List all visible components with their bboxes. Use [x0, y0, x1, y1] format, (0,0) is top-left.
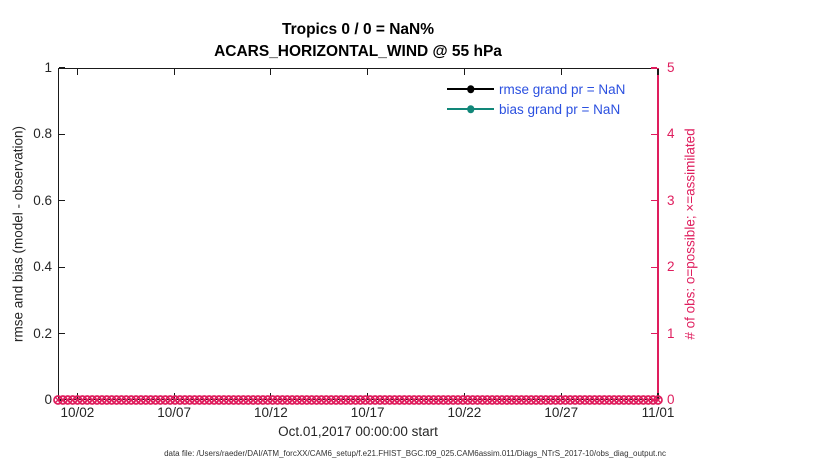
bias-line-marker-icon [447, 102, 494, 116]
left-y-tick-label: 1 [44, 60, 52, 75]
chart-subtitle: ACARS_HORIZONTAL_WIND @ 55 hPa [214, 43, 502, 60]
x-tick-label: 10/12 [253, 405, 288, 420]
x-tickmark-bottom [76, 393, 78, 399]
x-tick-label: 10/22 [447, 405, 482, 420]
right-y-tickmark [651, 399, 657, 401]
right-y-tickmark [651, 200, 657, 202]
right-y-tick-label: 4 [667, 126, 675, 142]
rmse-line-marker-icon [447, 82, 494, 96]
legend-label-bias: bias grand pr = NaN [499, 101, 621, 117]
right-y-tickmark [651, 67, 657, 69]
x-tickmark-bottom [463, 393, 466, 399]
data-file-path: data file: /Users/raeder/DAI/ATM_forcXX/… [164, 449, 666, 458]
right-y-tick-label: 2 [667, 259, 675, 275]
x-axis-label: Oct.01,2017 00:00:00 start [278, 424, 438, 439]
plot-area [58, 68, 658, 400]
left-y-tickmark [59, 67, 65, 69]
x-tickmark-top [560, 69, 562, 75]
x-tick-label: 10/02 [60, 405, 95, 420]
x-tickmark-top [657, 69, 659, 75]
x-tick-label: 10/07 [157, 405, 192, 420]
right-y-tick-label: 0 [667, 392, 675, 407]
left-y-tickmark [59, 399, 65, 401]
x-tickmark-top [463, 69, 466, 75]
left-y-tickmark [59, 133, 65, 135]
left-y-tickmark [59, 266, 65, 268]
right-axis-line [657, 68, 659, 401]
left-y-tickmark [59, 200, 65, 202]
right-y-tickmark [651, 333, 657, 335]
legend-label-rmse: rmse grand pr = NaN [499, 81, 626, 97]
x-tickmark-bottom [367, 393, 369, 399]
right-y-tick-label: 1 [667, 325, 675, 341]
left-y-tick-label: 0.6 [33, 192, 52, 208]
right-y-axis-label: # of obs: o=possible; ×=assimilated [682, 128, 698, 340]
x-tickmark-bottom [657, 393, 659, 399]
x-tickmark-bottom [560, 393, 562, 399]
x-tickmark-bottom [173, 393, 175, 399]
legend-item-bias: bias grand pr = NaN [447, 99, 625, 119]
x-tickmark-top [367, 69, 369, 75]
chart-title: Tropics 0 / 0 = NaN% [281, 21, 435, 38]
x-tickmark-top [173, 69, 175, 75]
left-y-axis-label: rmse and bias (model - observation) [10, 125, 26, 343]
left-y-tick-label: 0.4 [33, 259, 52, 275]
left-y-tick-label: 0.8 [33, 126, 52, 142]
x-tickmark-top [76, 69, 78, 75]
right-y-tickmark [651, 133, 657, 135]
left-y-tick-label: 0 [44, 392, 52, 407]
right-y-tickmark [651, 266, 657, 268]
x-tick-label: 10/17 [350, 405, 385, 420]
legend: rmse grand pr = NaN bias grand pr = NaN [447, 79, 625, 119]
left-y-tickmark [59, 333, 65, 335]
right-y-tick-label: 5 [667, 60, 675, 75]
x-tickmark-bottom [270, 393, 272, 399]
x-tickmark-top [270, 69, 272, 75]
x-tick-label: 11/01 [641, 405, 675, 420]
x-tick-label: 10/27 [544, 405, 579, 420]
left-y-tick-label: 0.2 [33, 325, 52, 341]
right-y-tick-label: 3 [667, 192, 675, 208]
legend-item-rmse: rmse grand pr = NaN [447, 79, 625, 99]
